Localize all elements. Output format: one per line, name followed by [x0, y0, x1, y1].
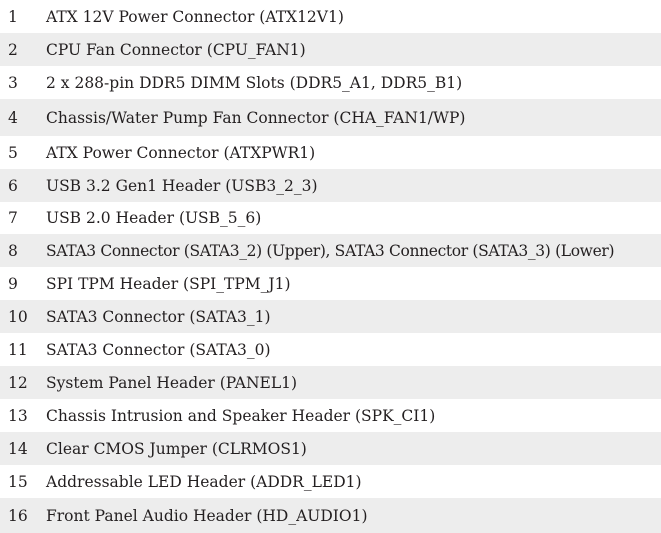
row-description: SPI TPM Header (SPI_TPM_J1) — [46, 274, 291, 293]
table-row: 3 2 x 288-pin DDR5 DIMM Slots (DDR5_A1, … — [0, 66, 661, 99]
table-row: 9 SPI TPM Header (SPI_TPM_J1) — [0, 267, 661, 300]
row-number: 10 — [8, 307, 28, 326]
table-row: 10 SATA3 Connector (SATA3_1) — [0, 300, 661, 333]
table-row: 6 USB 3.2 Gen1 Header (USB3_2_3) — [0, 169, 661, 202]
row-description: System Panel Header (PANEL1) — [46, 373, 298, 392]
row-number: 13 — [8, 406, 28, 425]
row-description: USB 3.2 Gen1 Header (USB3_2_3) — [46, 176, 318, 195]
table-row: 14 Clear CMOS Jumper (CLRMOS1) — [0, 432, 661, 465]
row-description: ATX 12V Power Connector (ATX12V1) — [46, 7, 344, 26]
row-number: 4 — [8, 108, 18, 127]
row-number: 11 — [8, 340, 28, 359]
row-description: 2 x 288-pin DDR5 DIMM Slots (DDR5_A1, DD… — [46, 73, 463, 92]
table-row: 16 Front Panel Audio Header (HD_AUDIO1) — [0, 498, 661, 533]
row-description: Addressable LED Header (ADDR_LED1) — [46, 472, 362, 491]
row-number: 15 — [8, 472, 28, 491]
table-row: 15 Addressable LED Header (ADDR_LED1) — [0, 465, 661, 498]
row-number: 5 — [8, 143, 18, 162]
table-row: 2 CPU Fan Connector (CPU_FAN1) — [0, 33, 661, 66]
table-row: 5 ATX Power Connector (ATXPWR1) — [0, 136, 661, 169]
row-description: Front Panel Audio Header (HD_AUDIO1) — [46, 506, 368, 525]
row-number: 8 — [8, 241, 18, 260]
row-number: 14 — [8, 439, 28, 458]
table-row: 13 Chassis Intrusion and Speaker Header … — [0, 399, 661, 432]
row-number: 2 — [8, 40, 18, 59]
row-description: ATX Power Connector (ATXPWR1) — [46, 143, 316, 162]
row-number: 6 — [8, 176, 18, 195]
row-description: Chassis/Water Pump Fan Connector (CHA_FA… — [46, 108, 466, 127]
row-description: SATA3 Connector (SATA3_2) (Upper), SATA3… — [46, 241, 615, 260]
row-number: 3 — [8, 73, 18, 92]
row-description: Clear CMOS Jumper (CLRMOS1) — [46, 439, 307, 458]
table-row: 12 System Panel Header (PANEL1) — [0, 366, 661, 399]
row-number: 7 — [8, 209, 18, 227]
row-description: CPU Fan Connector (CPU_FAN1) — [46, 40, 306, 59]
row-description: SATA3 Connector (SATA3_0) — [46, 340, 271, 359]
row-number: 16 — [8, 506, 28, 525]
row-number: 9 — [8, 274, 18, 293]
table-row: 7 USB 2.0 Header (USB_5_6) — [0, 202, 661, 234]
table-row: 4 Chassis/Water Pump Fan Connector (CHA_… — [0, 99, 661, 136]
row-number: 1 — [8, 7, 18, 26]
row-description: SATA3 Connector (SATA3_1) — [46, 307, 271, 326]
table-row: 11 SATA3 Connector (SATA3_0) — [0, 333, 661, 366]
row-number: 12 — [8, 373, 28, 392]
table-row: 8 SATA3 Connector (SATA3_2) (Upper), SAT… — [0, 234, 661, 267]
row-description: USB 2.0 Header (USB_5_6) — [46, 209, 262, 227]
table-row: 1 ATX 12V Power Connector (ATX12V1) — [0, 0, 661, 33]
row-description: Chassis Intrusion and Speaker Header (SP… — [46, 406, 436, 425]
